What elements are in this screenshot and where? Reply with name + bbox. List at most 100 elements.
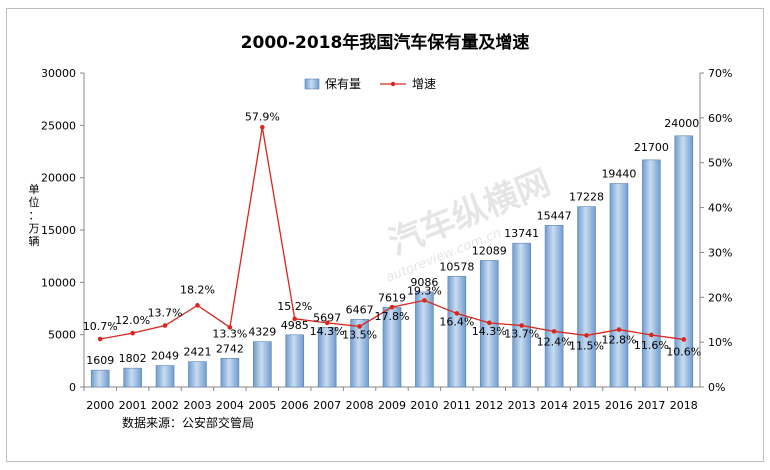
x-tick-label: 2006 <box>281 399 309 412</box>
y-left-tick-label: 0 <box>69 381 76 394</box>
bar-value-label: 7619 <box>378 291 406 304</box>
bar <box>447 275 467 388</box>
legend: 保有量 增速 <box>304 77 436 91</box>
growth-point <box>551 329 557 334</box>
growth-value-label: 16.4% <box>439 315 474 328</box>
growth-value-label: 15.2% <box>277 300 312 313</box>
x-tick-label: 2003 <box>183 399 211 412</box>
growth-value-label: 13.7% <box>504 328 539 341</box>
growth-value-label: 10.6% <box>666 345 701 358</box>
growth-value-label: 13.7% <box>148 307 183 320</box>
growth-point <box>422 298 427 303</box>
bar <box>155 365 175 388</box>
bar-value-label: 4329 <box>248 326 276 339</box>
bar <box>90 369 110 388</box>
bar-value-label: 2049 <box>151 350 179 363</box>
x-tick-label: 2015 <box>573 399 601 412</box>
growth-value-label: 10.7% <box>83 320 118 333</box>
x-tick-label: 2018 <box>670 399 698 412</box>
bar-value-label: 1609 <box>86 354 114 367</box>
data-labels: 1609 1802 2049 2421 2742 4329 4985 5697 6467 7619… <box>83 110 702 367</box>
growth-value-label: 11.6% <box>634 339 669 352</box>
bar <box>188 361 207 388</box>
growth-value-label: 13.3% <box>212 327 247 340</box>
y-right-tick-label: 40% <box>708 202 732 215</box>
growth-value-label: 11.5% <box>569 339 604 352</box>
legend-line-label: 增速 <box>412 77 436 91</box>
bar-value-label: 2421 <box>183 346 211 359</box>
y-axis-label-char: 单 <box>29 183 40 196</box>
growth-value-label: 17.8% <box>375 310 410 323</box>
y-axis-label-char: 辆 <box>29 234 40 248</box>
x-tick-label: 2000 <box>86 399 114 412</box>
chart-title: 2000-2018年我国汽车保有量及增速 <box>241 32 530 53</box>
growth-value-label: 14.3% <box>310 325 345 338</box>
bar <box>544 225 564 388</box>
growth-value-label: 14.3% <box>472 325 507 338</box>
growth-point <box>260 124 265 130</box>
x-tick-label: 2014 <box>540 399 568 412</box>
growth-point <box>227 325 233 330</box>
y-axis-label-char: 位 <box>29 195 40 209</box>
x-tick-label: 2005 <box>248 399 276 412</box>
bar-value-label: 10578 <box>439 260 474 273</box>
bar-value-label: 19440 <box>601 168 636 181</box>
growth-value-label: 18.2% <box>180 283 215 296</box>
bar-value-label: 5697 <box>313 311 341 324</box>
growth-point <box>97 336 103 342</box>
y-left-tick-label: 25000 <box>41 119 76 132</box>
growth-value-label: 12.8% <box>601 334 636 347</box>
growth-point <box>584 333 589 338</box>
growth-point <box>130 330 135 336</box>
x-tick-label: 2007 <box>313 399 341 412</box>
x-tick-label: 2002 <box>151 399 179 412</box>
bar <box>577 206 596 388</box>
growth-point <box>389 304 395 310</box>
bar-value-label: 15447 <box>537 209 572 222</box>
growth-point <box>519 323 524 328</box>
growth-value-label: 57.9% <box>245 110 280 123</box>
y-right-tick-label: 10% <box>708 336 732 349</box>
bar <box>415 291 434 388</box>
bar-value-label: 24000 <box>664 117 699 130</box>
growth-point <box>486 320 492 326</box>
y-axis-label: 单位：万辆 <box>29 183 40 248</box>
y-axis-label-char: ： <box>29 209 40 222</box>
x-tick-label: 2001 <box>119 399 147 412</box>
growth-value-label: 13.5% <box>342 328 377 341</box>
y-left-tick-label: 10000 <box>41 276 76 289</box>
growth-point <box>195 303 200 308</box>
growth-point <box>292 316 298 322</box>
bar <box>642 159 661 388</box>
bar-series <box>90 135 694 388</box>
bar-value-label: 17228 <box>569 191 604 204</box>
bar-value-label: 13741 <box>504 227 539 240</box>
y-left-tick-label: 5000 <box>48 329 76 342</box>
bar-value-label: 2742 <box>216 342 244 355</box>
bar <box>285 334 305 388</box>
y-right-tick-label: 50% <box>708 157 732 170</box>
x-tick-label: 2011 <box>443 399 471 412</box>
x-tick-label: 2017 <box>637 399 665 412</box>
x-tick-label: 2008 <box>346 399 374 412</box>
y-left-tick-label: 20000 <box>41 172 76 185</box>
y-right-tick-label: 60% <box>708 112 732 125</box>
x-tick-label: 2016 <box>605 399 633 412</box>
y-right-tick-label: 0% <box>708 381 725 394</box>
growth-point <box>162 323 168 328</box>
legend-line-marker <box>390 81 396 87</box>
bar-value-label: 1802 <box>119 352 147 365</box>
x-tick-label: 2012 <box>475 399 503 412</box>
bar <box>317 327 337 388</box>
y-left-tick-label: 15000 <box>41 224 76 237</box>
x-tick-label: 2009 <box>378 399 406 412</box>
bar <box>220 358 240 388</box>
bar <box>350 319 369 388</box>
bar-value-label: 4985 <box>281 319 309 332</box>
growth-point <box>616 327 622 332</box>
bar <box>674 135 694 388</box>
bar-value-label: 21700 <box>634 141 669 154</box>
y-right-tick-label: 30% <box>708 246 732 259</box>
y-right-tick-label: 20% <box>708 291 732 304</box>
